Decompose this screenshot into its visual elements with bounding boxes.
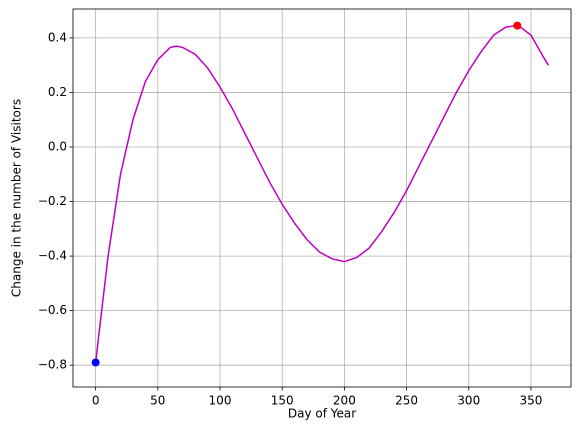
x-tick-label: 50 — [150, 394, 165, 408]
x-axis-label: Day of Year — [288, 407, 356, 421]
y-axis-label: Change in the number of Visitors — [10, 99, 24, 297]
x-tick-label: 300 — [457, 394, 480, 408]
x-tick-label: 200 — [333, 394, 356, 408]
marker — [91, 358, 100, 367]
x-tick-label: 250 — [395, 394, 418, 408]
y-tick-label: 0.4 — [48, 30, 67, 44]
y-tick-label: −0.6 — [38, 303, 67, 317]
x-tick-label: 150 — [271, 394, 294, 408]
x-tick-label: 350 — [519, 394, 542, 408]
line — [94, 24, 550, 363]
x-tick-label: 0 — [92, 394, 100, 408]
x-tick-label: 100 — [209, 394, 232, 408]
y-tick-label: −0.8 — [38, 358, 67, 372]
marker — [513, 21, 522, 30]
y-tick-label: 0.2 — [48, 85, 67, 99]
y-tick-label: −0.2 — [38, 194, 67, 208]
y-tick-label: −0.4 — [38, 249, 67, 263]
plot-frame — [72, 8, 572, 388]
y-tick-label: 0.0 — [48, 140, 67, 154]
